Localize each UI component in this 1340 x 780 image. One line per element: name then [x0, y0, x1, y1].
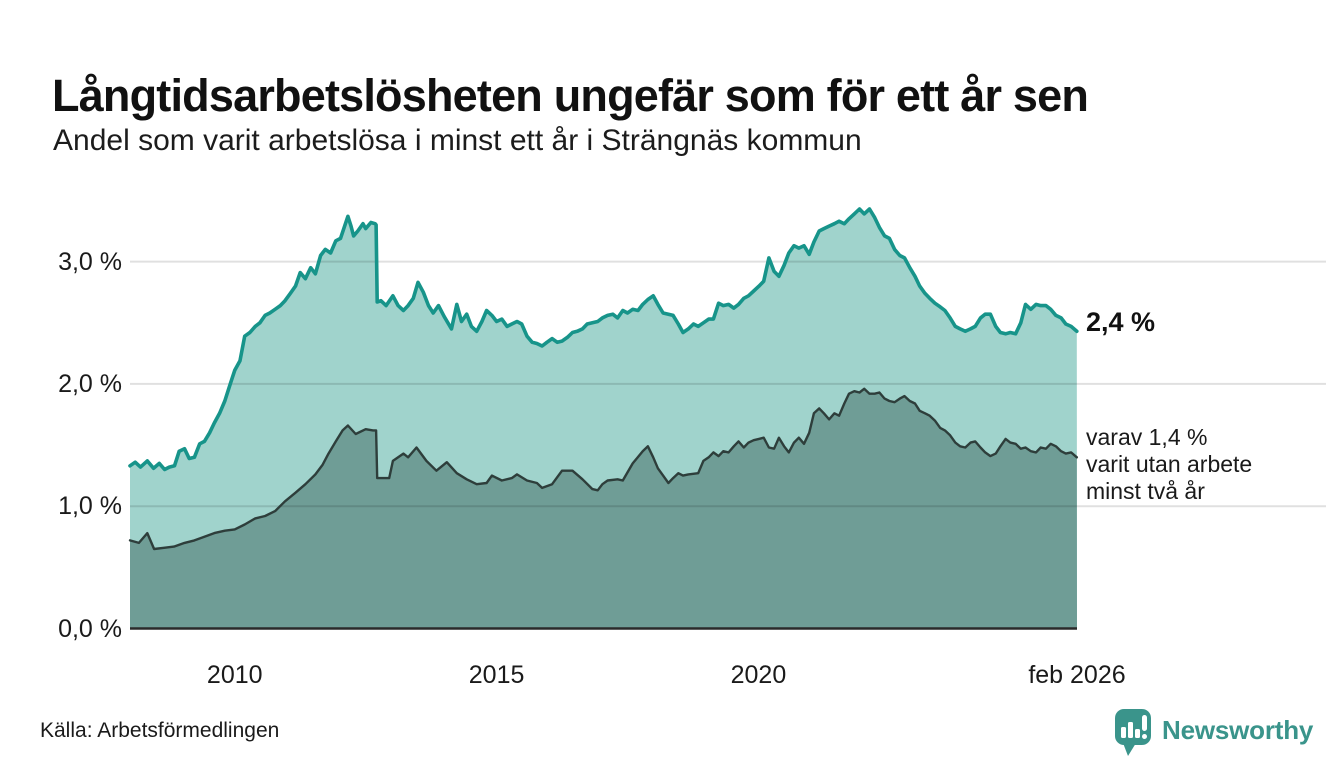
latest-value-label: 2,4 %: [1086, 307, 1156, 338]
lower-series-line: [128, 387, 1078, 551]
x-tick-2015: 2015: [468, 661, 525, 689]
x-tick-feb-2026: feb 2026: [1028, 661, 1126, 689]
source-attribution: Källa: Arbetsförmedlingen: [40, 719, 280, 742]
x-tick-2020: 2020: [730, 661, 787, 689]
y-tick-2: 2,0 %: [58, 369, 122, 398]
gridlines: [130, 260, 1326, 508]
chart-subtitle: Andel som varit arbetslösa i minst ett å…: [53, 124, 862, 157]
y-tick-1: 1,0 %: [58, 492, 122, 521]
annotation-line-3: minst två år: [1086, 478, 1205, 504]
newsworthy-logo[interactable]: Newsworthy: [1113, 707, 1313, 759]
y-tick-0: 0,0 %: [58, 614, 122, 643]
lower-area-fill: [130, 388, 1077, 629]
upper-series-line: [128, 207, 1079, 472]
newsworthy-wordmark: Newsworthy: [1162, 715, 1314, 745]
y-tick-3: 3,0 %: [58, 247, 122, 276]
page-title: Långtidsarbetslösheten ungefär som för e…: [52, 70, 1089, 122]
x-tick-2010: 2010: [206, 661, 263, 689]
annotation-line-2: varit utan arbete: [1086, 451, 1253, 477]
newsworthy-bubble-chart-icon: [1115, 709, 1151, 756]
secondary-series-annotation: varav 1,4 % varit utan arbete minst två …: [1086, 424, 1252, 505]
annotation-line-1: varav 1,4 %: [1086, 424, 1208, 450]
